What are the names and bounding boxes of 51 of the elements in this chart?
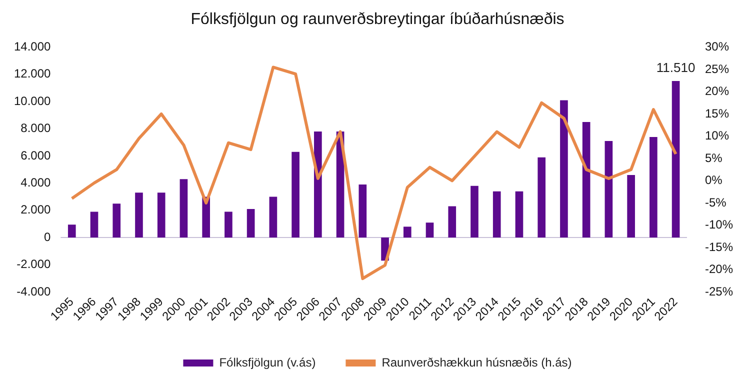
bar (627, 175, 635, 238)
bar (269, 196, 278, 238)
y2-tick-label: -5% (704, 195, 727, 210)
bar (538, 157, 546, 238)
legend-label: Raunverðshækkun húsnæðis (h.ás) (382, 355, 572, 370)
y-tick-label: 8.000 (20, 121, 52, 136)
y-tick-label: 4.000 (20, 175, 52, 190)
bar (180, 179, 188, 238)
y2-tick-label: 0% (704, 173, 723, 188)
y2-tick-label: 15% (704, 106, 730, 120)
bar (403, 226, 412, 238)
y2-tick-label: 10% (704, 128, 730, 143)
y2-tick-label: 30% (704, 40, 730, 54)
bar (68, 224, 76, 238)
bar (604, 141, 613, 238)
y-tick-label: 12.000 (14, 66, 52, 81)
bar (560, 100, 568, 238)
y-tick-label: 10.000 (14, 94, 52, 108)
bar (292, 152, 300, 238)
bar (582, 122, 590, 238)
bar (224, 212, 232, 238)
bar (672, 81, 680, 238)
y2-tick-label: -10% (704, 218, 734, 232)
bar (246, 209, 255, 238)
y2-tick-label: -25% (704, 284, 734, 298)
y-tick-label: 14.000 (14, 40, 52, 54)
chart-title: Fólksfjölgun og raunverðsbreytingar íbúðarhúsnæðis (190, 11, 564, 28)
bar (157, 192, 166, 238)
y-tick-label: 0 (44, 230, 52, 244)
bar (650, 136, 658, 238)
data-label: 11.510 (656, 60, 696, 76)
y2-tick-label: -20% (704, 262, 734, 276)
bar (358, 184, 367, 238)
y2-tick-label: -15% (704, 240, 734, 254)
y-tick-label: -2.000 (16, 257, 52, 272)
y-tick-label: 6.000 (20, 148, 52, 162)
bar (90, 212, 98, 238)
bar (135, 192, 143, 238)
bar (426, 222, 434, 238)
bar (515, 191, 524, 238)
y2-tick-label: 20% (704, 84, 730, 98)
bar (112, 204, 121, 238)
bar (470, 186, 478, 238)
y-tick-label: -4.000 (16, 284, 52, 298)
bar (314, 132, 322, 238)
y2-tick-label: 5% (704, 150, 723, 165)
bar (448, 206, 456, 238)
legend-label: Fólksfjölgun (v.ás) (219, 355, 316, 370)
y-tick-label: 2.000 (20, 202, 52, 217)
y2-tick-label: 25% (704, 62, 730, 76)
bar (492, 191, 501, 238)
